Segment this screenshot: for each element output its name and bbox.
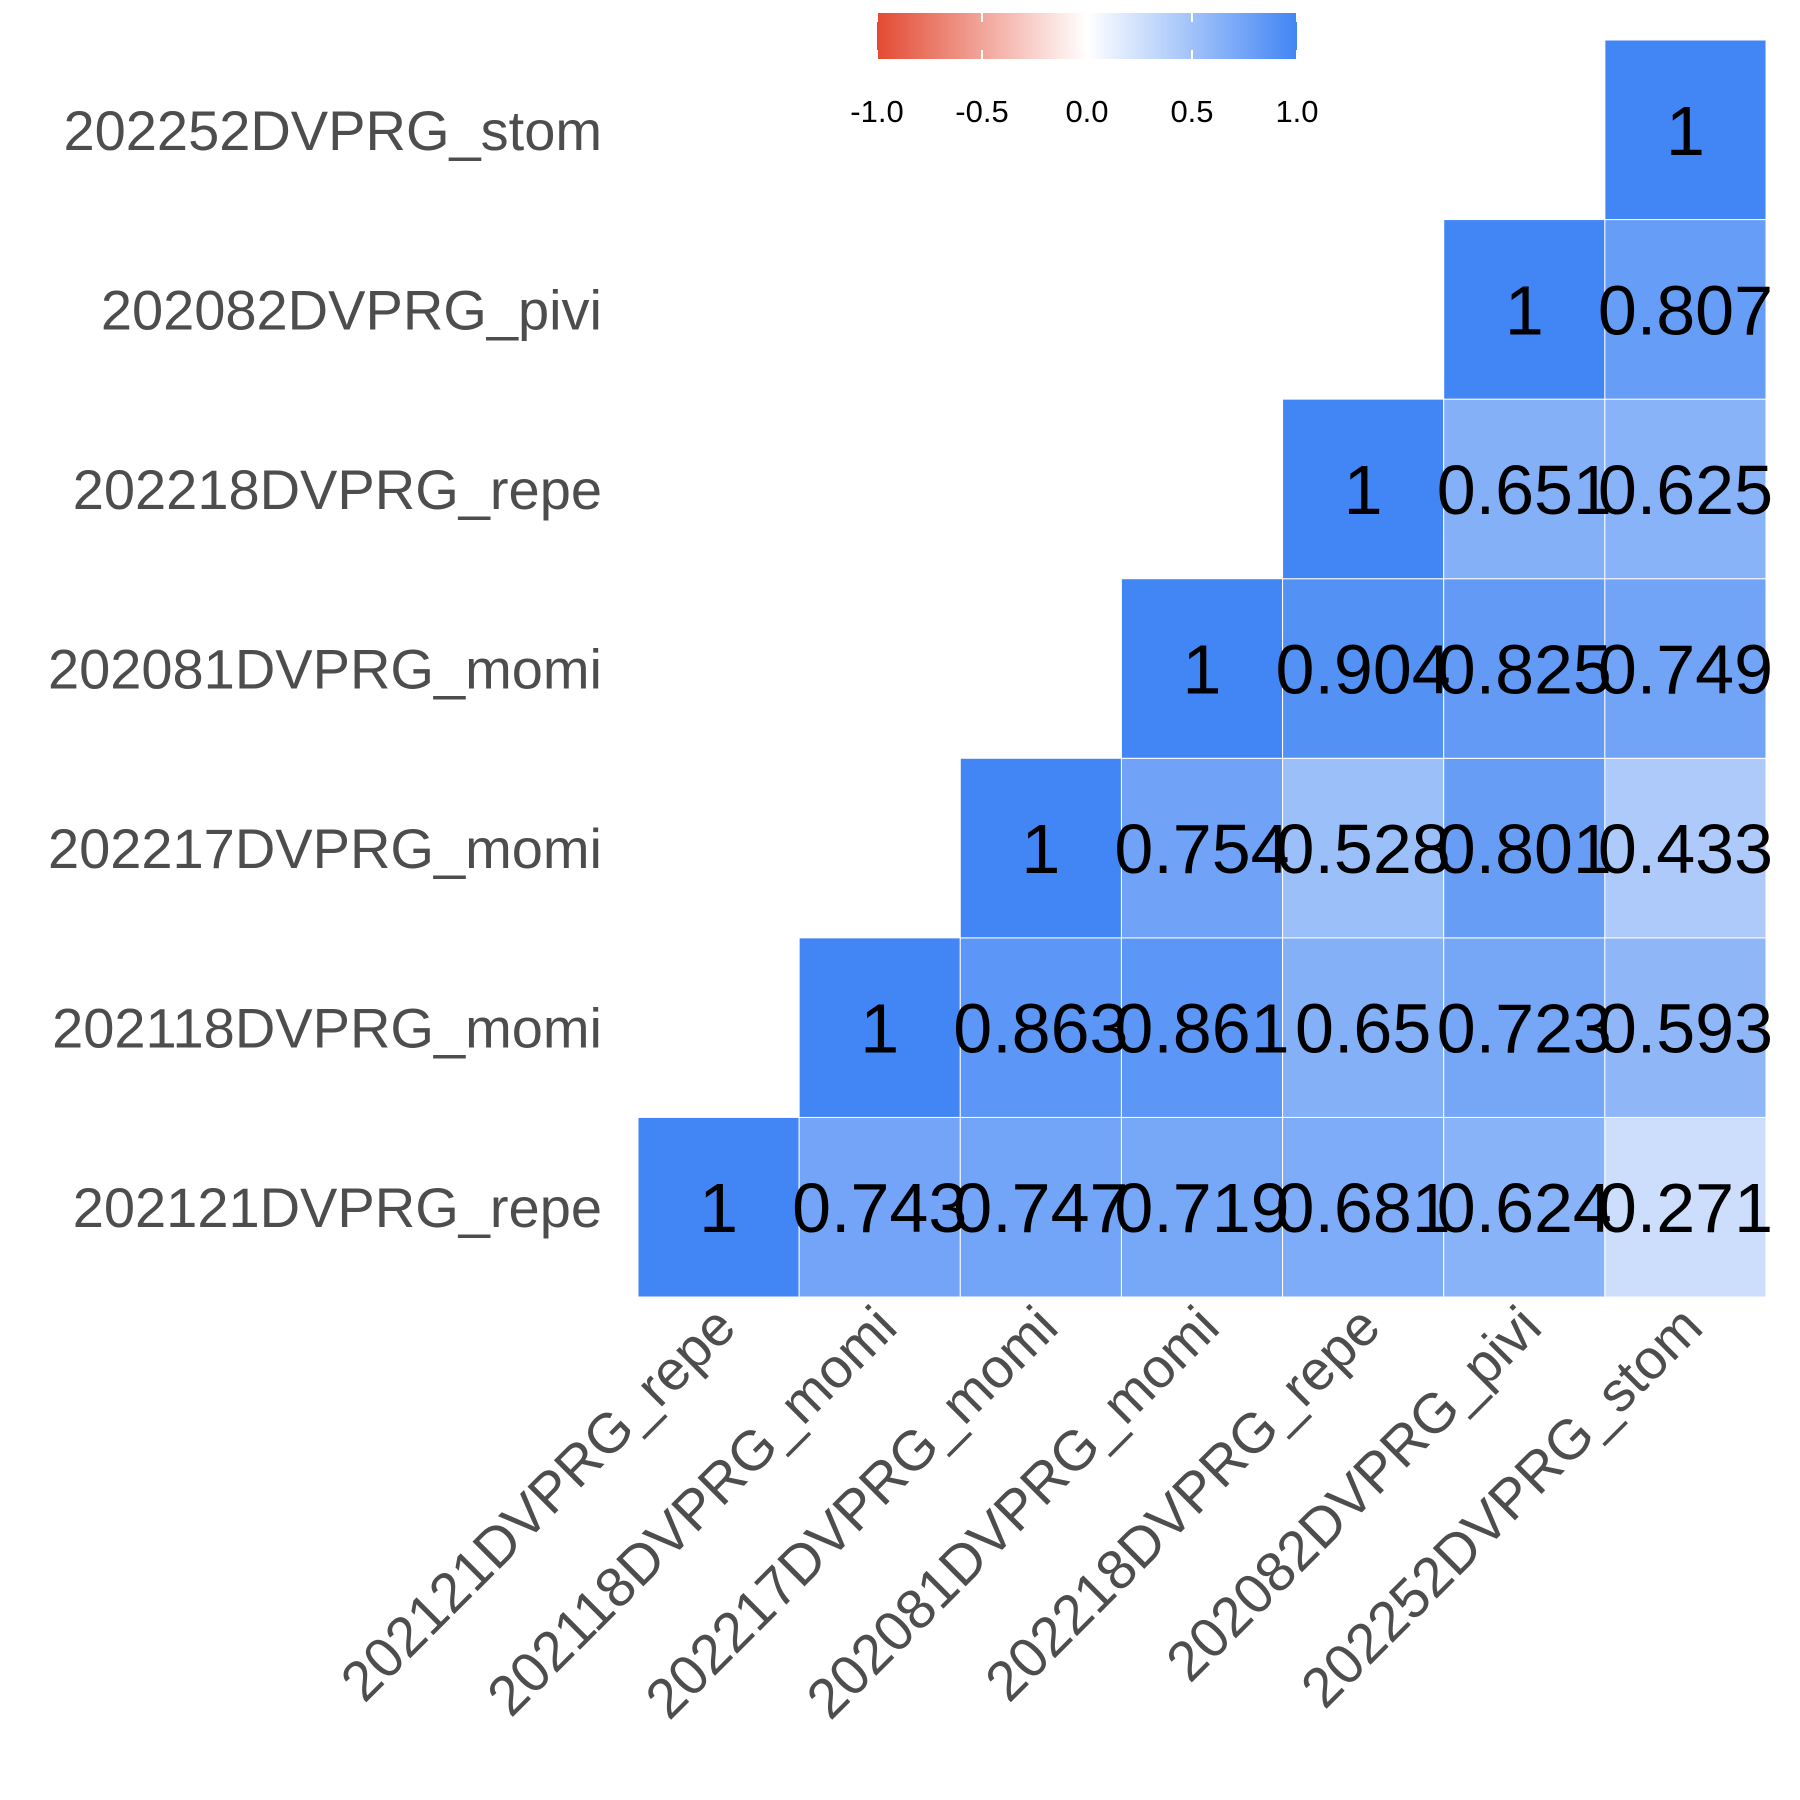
- x-axis-labels: 202121DVPRG_repe202118DVPRG_momi202217DV…: [328, 1294, 1714, 1730]
- legend-tick-label: 0.0: [1065, 94, 1108, 129]
- legend-tick-label: 0.5: [1170, 94, 1213, 129]
- legend-tick-label: -1.0: [850, 94, 903, 129]
- cell-value-label: 0.863: [953, 990, 1128, 1068]
- heatmap-cell: [1282, 1116, 1445, 1298]
- cell-value-label: 1: [1344, 451, 1383, 529]
- heatmap-cell: [1120, 757, 1284, 939]
- heatmap-cell: [1604, 1116, 1767, 1298]
- cell-value-label: 0.825: [1437, 631, 1612, 709]
- heatmap-cell: [1120, 578, 1284, 759]
- cell-value-label: 1: [1505, 271, 1544, 349]
- heatmap-cell: [1604, 219, 1767, 400]
- cell-value-label: 0.861: [1114, 990, 1289, 1068]
- heatmap-cell: [1604, 578, 1767, 759]
- heatmap-cell: [1120, 1116, 1284, 1298]
- heatmap-cell: [1443, 757, 1606, 939]
- heatmap-cell: [1604, 937, 1767, 1118]
- cell-value-label: 0.754: [1114, 810, 1289, 888]
- y-axis-label: 202081DVPRG_momi: [48, 638, 602, 701]
- heatmap-cell: [1282, 757, 1445, 939]
- cell-value-label: 1: [860, 990, 899, 1068]
- cell-value-label: 0.593: [1598, 990, 1773, 1068]
- cell-value-label: 0.528: [1276, 810, 1451, 888]
- heatmap-cell: [1443, 937, 1606, 1118]
- heatmap-cell: [1443, 219, 1606, 400]
- cell-value-label: 0.651: [1437, 451, 1612, 529]
- y-axis-label: 202118DVPRG_momi: [52, 997, 602, 1060]
- cell-value-label: 0.624: [1437, 1169, 1612, 1247]
- cell-value-label: 1: [1183, 631, 1222, 709]
- heatmap-cell: [798, 1116, 961, 1298]
- y-axis-label: 202217DVPRG_momi: [48, 817, 602, 880]
- y-axis-label: 202218DVPRG_repe: [73, 458, 602, 521]
- heatmap-cell: [1443, 1116, 1606, 1298]
- cell-value-label: 1: [699, 1169, 738, 1247]
- cell-value-label: 0.433: [1598, 810, 1773, 888]
- cell-value-label: 0.801: [1437, 810, 1612, 888]
- heatmap-cell: [1120, 937, 1284, 1118]
- cell-value-label: 0.65: [1295, 990, 1431, 1068]
- cell-value-label: 1: [1666, 92, 1705, 170]
- color-legend: -1.0 -0.5 0.0 0.5 1.0: [850, 13, 1319, 129]
- heatmap-cell: [1604, 39, 1767, 221]
- heatmap-cell: [959, 937, 1122, 1118]
- cell-value-label: 0.747: [953, 1169, 1128, 1247]
- y-axis-labels: 202121DVPRG_repe 202118DVPRG_momi 202217DV…: [48, 99, 602, 1239]
- heatmap-cell: [959, 1116, 1122, 1298]
- cell-value-label: 1: [1021, 810, 1060, 888]
- cell-value-label: 0.681: [1276, 1169, 1451, 1247]
- cell-value-label: 0.904: [1276, 631, 1451, 709]
- heatmap-cell: [1282, 398, 1445, 580]
- y-axis-label: 202082DVPRG_pivi: [101, 278, 602, 341]
- legend-tick-label: 1.0: [1275, 94, 1318, 129]
- cell-value-label: 0.807: [1598, 271, 1773, 349]
- cell-value-label: 0.743: [792, 1169, 967, 1247]
- heatmap-cell: [637, 1116, 800, 1298]
- heatmap-cell: [1443, 398, 1606, 580]
- cell-value-label: 0.749: [1598, 631, 1773, 709]
- heatmap-cell: [959, 757, 1122, 939]
- legend-tick-label: -0.5: [955, 94, 1008, 129]
- heatmap-cell: [1604, 757, 1767, 939]
- heatmap-cell: [1604, 398, 1767, 580]
- cell-value-label: 0.625: [1598, 451, 1773, 529]
- heatmap-cells: [637, 39, 1767, 1298]
- cell-value-label: 0.723: [1437, 990, 1612, 1068]
- cell-value-label: 0.719: [1114, 1169, 1289, 1247]
- y-axis-label: 202121DVPRG_repe: [73, 1176, 602, 1239]
- heatmap-cell: [1282, 578, 1445, 759]
- y-axis-label: 202252DVPRG_stom: [63, 99, 602, 162]
- cell-value-label: 0.271: [1598, 1169, 1773, 1247]
